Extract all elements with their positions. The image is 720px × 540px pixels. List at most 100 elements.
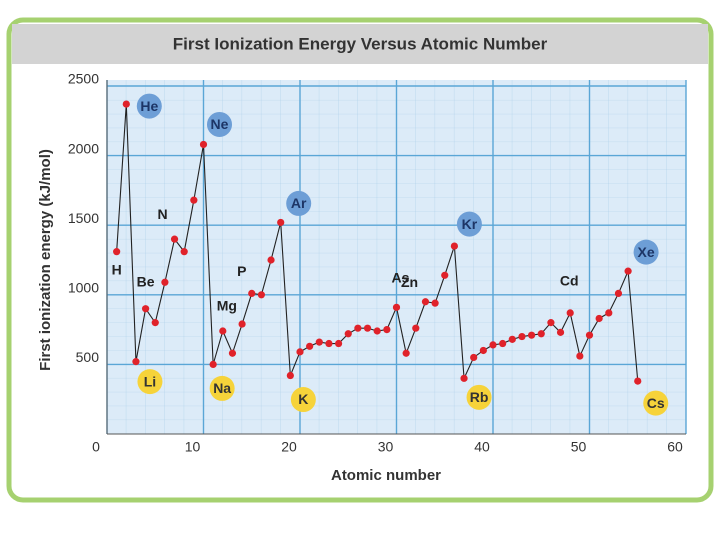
data-point (489, 341, 497, 349)
data-point (585, 331, 594, 339)
data-point (508, 335, 516, 343)
data-point (595, 314, 603, 323)
data-point (306, 342, 314, 350)
data-point (113, 248, 121, 256)
data-point (248, 289, 256, 298)
y-tick-label: 2500 (68, 71, 99, 87)
x-axis-label: Atomic number (331, 467, 441, 484)
annotation-label: Ne (211, 116, 229, 132)
data-point (180, 248, 188, 256)
data-point (556, 328, 565, 336)
data-point (547, 319, 555, 327)
data-point (277, 218, 285, 227)
y-axis-label: First ionization energy (kJ/mol) (37, 149, 54, 371)
annotation-badge (136, 93, 162, 119)
annotation-label: He (140, 98, 158, 114)
data-point (190, 196, 198, 204)
data-point (132, 358, 140, 366)
annotation-label: Rb (470, 389, 489, 405)
data-point (441, 271, 449, 279)
annotation-badge (209, 375, 235, 401)
data-point (257, 291, 265, 299)
data-point (537, 330, 545, 338)
data-point (142, 305, 150, 313)
data-point (161, 278, 169, 286)
x-tick-label: 10 (185, 439, 201, 455)
annotation-label: Cs (647, 395, 665, 411)
data-point (518, 332, 526, 341)
annotation-badge (137, 369, 163, 395)
title-band (12, 24, 708, 64)
x-tick-label: 40 (474, 439, 490, 455)
annotation-label: Xe (638, 244, 655, 260)
annotation-label: Zn (401, 274, 418, 290)
data-point (122, 100, 130, 108)
data-point (209, 360, 217, 368)
annotation-label: Kr (462, 216, 478, 232)
data-point (170, 235, 179, 243)
annotation-label: Be (137, 273, 155, 289)
annotation-label: As (391, 269, 409, 285)
annotation-label: P (237, 263, 246, 279)
annotation-label: H (112, 261, 122, 277)
data-point (402, 349, 410, 357)
annotation-badge (456, 211, 482, 237)
data-point (412, 324, 420, 332)
annotation-label: Ar (291, 195, 307, 211)
data-point (335, 339, 343, 348)
y-tick-label: 1500 (68, 210, 99, 226)
annotation-badge (466, 384, 492, 410)
data-point (238, 320, 246, 328)
data-point (431, 299, 439, 307)
data-point (576, 352, 584, 360)
annotation-badge (633, 239, 659, 265)
y-tick-label: 2000 (68, 140, 99, 156)
annotation-badge (286, 190, 312, 216)
data-point (267, 256, 275, 264)
data-point (624, 267, 632, 275)
data-point (566, 309, 574, 317)
data-point (296, 348, 304, 356)
annotation-label: Na (213, 380, 231, 396)
data-point (479, 346, 487, 355)
data-point (325, 339, 333, 348)
annotation-badge (290, 387, 316, 413)
data-point (450, 242, 458, 250)
data-point (392, 303, 401, 311)
x-tick-label: 0 (92, 439, 100, 455)
data-point (528, 331, 536, 339)
annotation-label: Cd (560, 273, 579, 289)
data-point (151, 319, 159, 327)
data-point (344, 330, 352, 338)
annotation-label: Li (144, 373, 156, 389)
data-point (219, 327, 227, 335)
data-point (373, 327, 381, 335)
data-point (614, 289, 623, 298)
y-tick-label: 1000 (68, 280, 99, 296)
annotation-label: N (157, 206, 167, 222)
x-tick-label: 20 (281, 439, 297, 455)
y-tick-label: 500 (76, 349, 100, 365)
chart-title: First Ionization Energy Versus Atomic Nu… (173, 34, 548, 53)
data-point (228, 349, 237, 357)
data-point (315, 338, 323, 346)
data-point (421, 298, 430, 306)
x-tick-label: 50 (571, 439, 587, 455)
x-tick-label: 30 (378, 439, 394, 455)
data-point (460, 374, 468, 382)
data-point (354, 324, 362, 332)
data-point (499, 339, 507, 348)
annotation-label: K (298, 391, 308, 407)
x-tick-label: 60 (667, 439, 683, 455)
data-point (605, 309, 613, 317)
data-point (383, 326, 391, 334)
annotation-label: Mg (217, 298, 237, 314)
data-point (199, 140, 208, 149)
annotation-badge (207, 111, 232, 137)
data-point (286, 371, 294, 380)
data-point (470, 353, 478, 362)
data-point (634, 377, 642, 385)
annotation-badge (643, 390, 669, 416)
data-point (363, 324, 372, 332)
